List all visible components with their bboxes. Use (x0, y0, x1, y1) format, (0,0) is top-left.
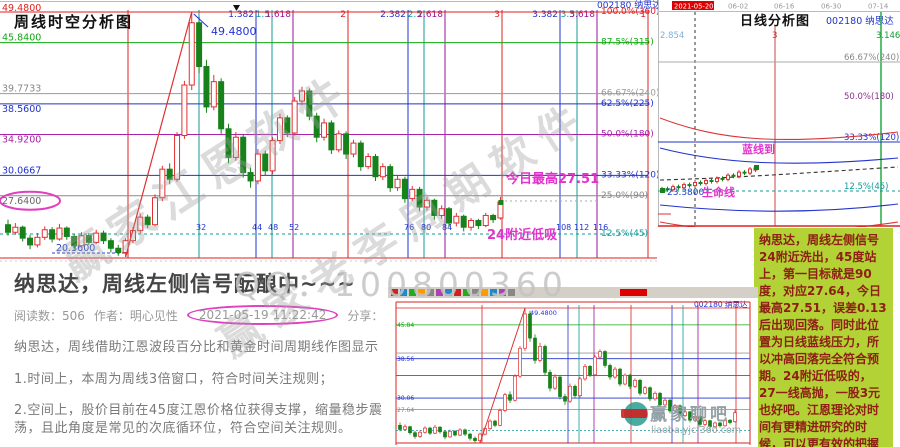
svg-text:66.67%(240): 66.67%(240) (601, 89, 658, 99)
svg-text:1.618: 1.618 (265, 10, 291, 20)
svg-text:49.4800: 49.4800 (530, 309, 557, 317)
gann-percent-levels: 100.0%(360) 49.4800 87.5%(315) 45.8400 66.67… (0, 3, 658, 239)
svg-text:002180 纳思达: 002180 纳思达 (826, 15, 894, 27)
svg-text:3.5: 3.5 (561, 10, 575, 20)
svg-text:12.5%(45): 12.5%(45) (601, 229, 648, 239)
svg-text:49.4800: 49.4800 (211, 25, 257, 38)
svg-text:80: 80 (421, 223, 431, 232)
svg-text:3.618: 3.618 (569, 10, 595, 20)
svg-text:45.8400: 45.8400 (2, 33, 41, 44)
svg-text:49.4800: 49.4800 (2, 3, 41, 14)
svg-text:62.5%(225): 62.5%(225) (601, 99, 654, 109)
article-meta: 阅读数：506 作者：明心见性 2021-05-19 11:22:42 分享： (14, 305, 390, 325)
svg-text:liaoba.yjcf360.com: liaoba.yjcf360.com (651, 425, 741, 436)
svg-text:38.56: 38.56 (397, 356, 414, 363)
svg-text:23.3800: 23.3800 (667, 188, 704, 198)
weekly-gann-chart: 1.382 1.51.618 2 2.382 2.52.618 3 3.382 3.53.61… (0, 0, 658, 262)
svg-text:3: 3 (494, 10, 500, 20)
svg-text:002180 纳思达: 002180 纳思达 (597, 0, 658, 11)
svg-text:2.618: 2.618 (417, 10, 443, 20)
weekly-candles (5, 12, 504, 258)
svg-text:赢家聊吧: 赢家聊吧 (650, 404, 730, 425)
svg-text:27.6400: 27.6400 (2, 196, 41, 207)
svg-text:66.67%(240): 66.67%(240) (844, 53, 899, 63)
gann-time-lines: 1.382 1.51.618 2 2.382 2.52.618 3 3.382 3.53.61… (127, 10, 649, 258)
svg-text:3.382: 3.382 (532, 10, 558, 20)
svg-text:20.3600: 20.3600 (56, 243, 95, 254)
article-paragraph: 2.空间上，股价目前在45度江恩价格位获得支撑，缩量稳步震荡，且此角度是常见的次… (14, 403, 383, 436)
share-label: 分享： (347, 308, 384, 323)
svg-text:蓝线到: 蓝线到 (742, 142, 775, 156)
svg-text:1.5: 1.5 (256, 10, 270, 20)
svg-text:2.854: 2.854 (660, 31, 684, 41)
svg-text:33.33%(120): 33.33%(120) (844, 133, 899, 143)
svg-text:06-02: 06-02 (728, 2, 748, 10)
svg-text:3.146: 3.146 (876, 31, 900, 41)
svg-text:30.0667: 30.0667 (2, 165, 41, 176)
svg-text:1: 1 (640, 10, 646, 20)
article-paragraph: 1.时间上，本周为周线3倍窗口，符合时间关注规则； (14, 371, 334, 387)
svg-text:12.5%(45): 12.5%(45) (844, 182, 888, 192)
read-count: 阅读数：506 (14, 308, 85, 323)
svg-text:24附近低吸: 24附近低吸 (487, 227, 558, 243)
week-count-labels: 32 44 48 52 76 80 84 108 112 116 (196, 223, 608, 232)
svg-text:45.84: 45.84 (397, 322, 414, 329)
svg-text:39.7733: 39.7733 (2, 84, 41, 95)
article-title: 纳思达，周线左侧信号酝酿中~~~ (14, 272, 356, 296)
svg-text:84: 84 (442, 223, 452, 232)
svg-text:06-30: 06-30 (821, 2, 841, 10)
svg-text:27.64: 27.64 (397, 407, 414, 414)
svg-text:108: 108 (556, 223, 571, 232)
mini-weekly-chart-screenshot: 002180 纳思达 45.84 38.56 30.06 27.64 49.4800 赢家聊… (388, 287, 758, 447)
svg-text:32: 32 (196, 223, 206, 232)
commentary-panel: 纳思达，周线左侧信号24附近洗出，45度站上，第一目标就是90度，对应27.64… (754, 228, 893, 447)
svg-text:07-14: 07-14 (868, 2, 889, 10)
svg-text:76: 76 (404, 223, 414, 232)
svg-text:44: 44 (252, 223, 262, 232)
author: 作者：明心见性 (93, 308, 178, 323)
svg-text:50.0%(180): 50.0%(180) (844, 92, 894, 102)
svg-text:34.9200: 34.9200 (2, 135, 41, 146)
article-section: 纳思达，周线左侧信号酝酿中~~~ 阅读数：506 作者：明心见性 2021-05… (0, 262, 390, 447)
svg-text:1.382: 1.382 (228, 10, 254, 20)
article-paragraph: 纳思达，周线借助江恩波段百分比和黄金时间周期线作图显示 (14, 340, 379, 355)
svg-text:2.382: 2.382 (380, 10, 406, 20)
svg-text:30.06: 30.06 (397, 395, 414, 402)
svg-text:38.5600: 38.5600 (2, 104, 41, 115)
svg-text:116: 116 (593, 223, 608, 232)
svg-text:周线时空分析图: 周线时空分析图 (14, 13, 133, 31)
svg-text:33.33%(120): 33.33%(120) (601, 170, 658, 180)
svg-text:50.0%(180): 50.0%(180) (601, 130, 654, 140)
svg-text:25.0%(90): 25.0%(90) (601, 191, 648, 201)
svg-text:48: 48 (268, 223, 278, 232)
svg-text:2: 2 (340, 10, 346, 20)
svg-text:日线分析图: 日线分析图 (740, 13, 810, 29)
svg-text:87.5%(315): 87.5%(315) (601, 38, 654, 48)
svg-text:06-16: 06-16 (774, 2, 795, 10)
svg-text:52: 52 (289, 223, 299, 232)
svg-text:2021-05-20: 2021-05-20 (674, 2, 714, 10)
svg-text:生命线: 生命线 (702, 185, 735, 199)
svg-text:2.5: 2.5 (408, 10, 422, 20)
svg-text:112: 112 (574, 223, 589, 232)
svg-text:002180 纳思达: 002180 纳思达 (694, 299, 748, 309)
svg-text:100.0%(360): 100.0%(360) (601, 7, 658, 17)
svg-text:今日最高27.51: 今日最高27.51 (505, 171, 599, 187)
publish-timestamp: 2021-05-19 11:22:42 (186, 305, 339, 325)
daily-analysis-chart: 2021-05-20 06-02 06-16 06-30 07-14 日线分析图 00218… (658, 0, 900, 227)
